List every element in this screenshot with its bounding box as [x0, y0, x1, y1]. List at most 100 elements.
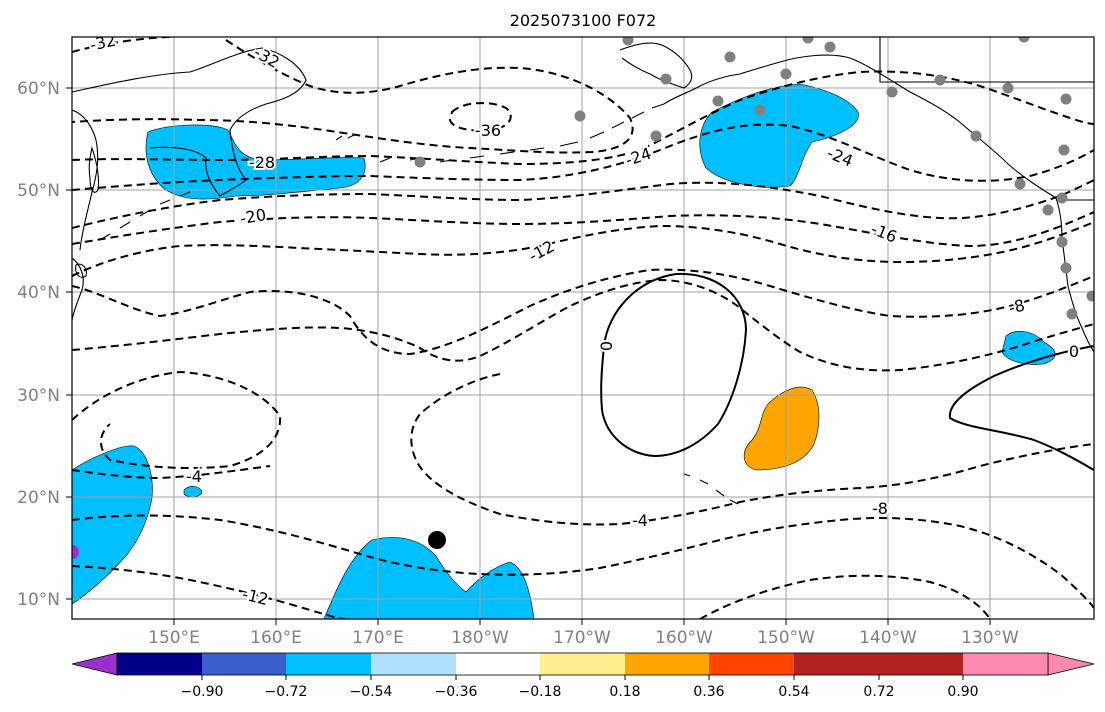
colorbar-tick-label: 0.18 — [609, 684, 640, 700]
colorbar-segment — [456, 653, 540, 675]
blue-region-west-pacific — [72, 445, 153, 605]
coastline-hawaii — [683, 473, 739, 505]
lon-label: 160°E — [250, 628, 302, 648]
colorbar-segment — [625, 653, 709, 675]
station-marker — [1056, 236, 1068, 248]
contour-line--8c — [72, 514, 1094, 609]
lat-label: 20°N — [17, 488, 60, 508]
station-marker — [934, 74, 946, 86]
station-marker — [1002, 82, 1014, 94]
blue-region-kamchatka — [145, 124, 366, 200]
colorbar-segment — [286, 653, 371, 675]
colorbar-segment — [879, 653, 963, 675]
axis-ticks — [66, 87, 991, 625]
colorbar-extend-low — [71, 652, 118, 676]
station-marker — [754, 104, 766, 116]
station-marker — [1060, 262, 1072, 274]
map-title: 2025073100 F072 — [510, 11, 657, 30]
station-marker — [1014, 178, 1026, 190]
coastline-sakhalin — [88, 146, 100, 193]
station-markers — [414, 37, 1094, 320]
station-marker — [1066, 308, 1078, 320]
contour-line--24 — [72, 123, 1094, 191]
lon-label: 140°W — [859, 628, 917, 648]
contour-line--16 — [72, 211, 1094, 248]
lon-label: 170°E — [352, 628, 404, 648]
contour-line--12 — [72, 221, 1094, 277]
station-marker — [574, 110, 586, 122]
lon-label: 150°W — [757, 628, 815, 648]
station-marker — [414, 156, 426, 168]
contour-line--20 — [72, 179, 1094, 229]
station-marker — [1042, 204, 1054, 216]
station-marker — [1058, 144, 1070, 156]
colorbar-segment — [202, 653, 286, 675]
station-marker — [650, 130, 662, 142]
colorbar-tick-label: 0.90 — [947, 684, 978, 700]
colorbar: −0.90 −0.72 −0.54 −0.36 −0.18 0.18 0.36 … — [71, 652, 1095, 700]
coastline-pacific-northwest — [1055, 197, 1094, 353]
map-gridlines — [72, 37, 1094, 619]
longitude-labels: 150°E 160°E 170°E 180°W 170°W 160°W 150°… — [148, 628, 1019, 648]
orange-anomaly-region — [743, 386, 820, 471]
lon-label: 170°W — [553, 628, 611, 648]
contour-line--4b — [72, 465, 271, 480]
contour-label: -36 — [475, 121, 501, 140]
contour-label: -4 — [186, 467, 202, 486]
station-marker — [724, 51, 736, 63]
contour-label: -4 — [632, 511, 648, 530]
map-frame — [71, 36, 1095, 620]
contour-line--12c — [699, 574, 991, 619]
contour-line--4 — [72, 370, 282, 469]
contour-line--36 — [448, 102, 512, 132]
blue-region-gulf-alaska — [699, 83, 859, 188]
lon-label: 150°E — [148, 628, 200, 648]
colorbar-extend-high — [1047, 652, 1095, 676]
station-marker — [1018, 37, 1030, 43]
contour-line--8 — [72, 268, 1094, 356]
station-marker — [660, 73, 672, 85]
lat-label: 60°N — [17, 79, 60, 99]
station-marker — [712, 95, 724, 107]
latitude-labels: 60°N 50°N 40°N 30°N 20°N 10°N — [17, 79, 60, 610]
contour-line--28 — [72, 70, 1094, 166]
contour-label: -8 — [872, 499, 888, 518]
station-marker — [970, 130, 982, 142]
coastlines — [72, 37, 1094, 505]
station-marker — [802, 37, 814, 44]
contour-line--8b — [72, 278, 1094, 372]
contour-line-0 — [600, 272, 748, 458]
contour-line--32b — [72, 39, 634, 154]
lat-label: 10°N — [17, 590, 60, 610]
lat-label: 40°N — [17, 283, 60, 303]
colorbar-segment — [709, 653, 794, 675]
lon-label: 180°W — [451, 628, 509, 648]
colorbar-segment — [540, 653, 625, 675]
station-marker — [886, 86, 898, 98]
map-area: -32 -32 -36 -28 -24 -24 -20 -16 -12 -8 0… — [72, 37, 1094, 619]
coastline-alaska-west — [619, 42, 693, 89]
contour-label: 0 — [597, 341, 616, 351]
coastline-kuril-islands — [99, 191, 191, 241]
colorbar-tick-label: −0.18 — [519, 684, 562, 700]
storm-center-marker — [428, 531, 446, 549]
station-marker — [1060, 93, 1072, 105]
contour-label: 0 — [1069, 342, 1079, 361]
contour-line--12b — [72, 565, 346, 619]
colorbar-ticks — [201, 675, 964, 680]
colorbar-tick-label: −0.90 — [181, 684, 224, 700]
colorbar-segment — [117, 653, 202, 675]
colorbar-segment — [794, 653, 879, 675]
coastline-aleutian-islands — [335, 103, 665, 163]
colorbar-tick-label: −0.54 — [350, 684, 393, 700]
colorbar-tick-label: 0.54 — [778, 684, 809, 700]
station-marker — [1086, 290, 1094, 302]
contour-line--4c — [410, 373, 1094, 526]
colorbar-tick-label: 0.72 — [863, 684, 894, 700]
colorbar-segment — [963, 653, 1048, 675]
purple-anomaly-dot — [72, 545, 79, 559]
colorbar-frame — [116, 652, 1049, 676]
station-marker — [622, 37, 634, 46]
lon-label: 160°W — [655, 628, 713, 648]
